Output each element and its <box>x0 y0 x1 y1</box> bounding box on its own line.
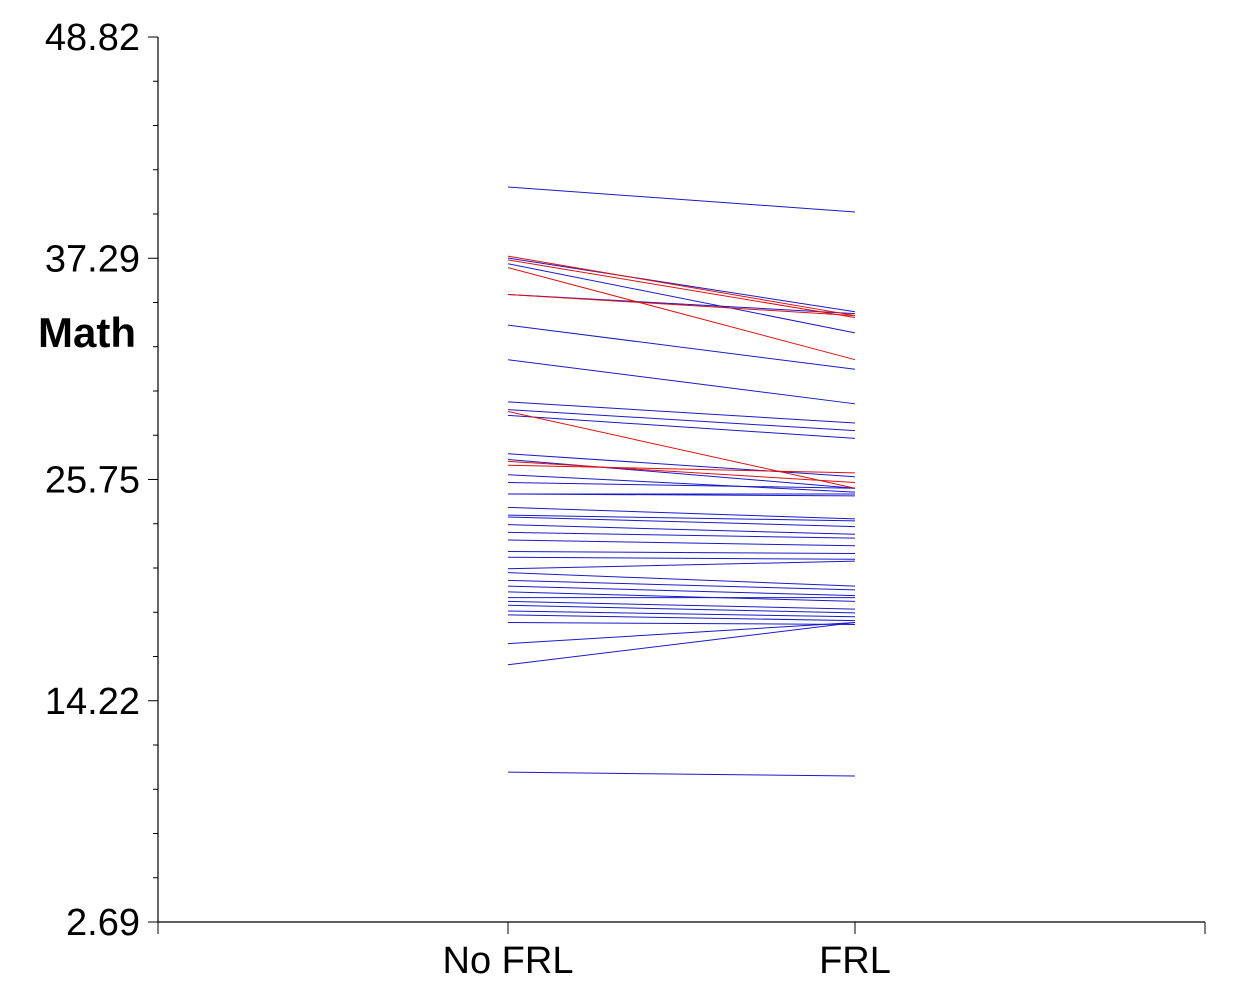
series-line-blue <box>507 622 856 666</box>
series-line-blue <box>507 556 856 560</box>
series-line-blue <box>507 186 856 213</box>
series-line-blue <box>507 585 856 597</box>
series-line-blue <box>507 516 856 528</box>
series-line-blue <box>507 453 856 478</box>
series-line-blue <box>507 579 856 591</box>
series-line-red <box>507 411 856 489</box>
series-line-blue <box>507 604 856 614</box>
series-line-blue <box>507 401 856 424</box>
series-line-blue <box>507 600 856 610</box>
y-tick-label: 37.29 <box>45 238 140 280</box>
series-line-blue <box>507 257 856 313</box>
series-line-blue <box>507 481 856 489</box>
x-tick-label: No FRL <box>443 940 574 982</box>
series-line-blue <box>507 610 856 618</box>
series-line-blue <box>507 551 856 554</box>
y-tick-label: 2.69 <box>66 902 140 944</box>
y-axis-label: Math <box>38 309 136 356</box>
x-axis: No FRL FRL <box>157 921 1206 982</box>
y-axis: 48.82 37.29 25.75 14.22 2.69 <box>45 17 159 944</box>
series-line-blue <box>507 591 856 602</box>
series-line-blue <box>507 359 856 405</box>
series-line-blue <box>507 524 856 535</box>
series-line-blue <box>507 263 856 334</box>
series-line-blue <box>507 560 856 570</box>
series-line-red <box>507 460 856 483</box>
y-tick-label: 14.22 <box>45 681 140 723</box>
series-line-blue <box>507 514 856 522</box>
series-line-blue <box>507 539 856 547</box>
x-tick-label: FRL <box>819 940 891 982</box>
series-line-blue <box>507 324 856 370</box>
series-line-blue <box>507 458 856 489</box>
series-line-blue <box>507 622 856 645</box>
series-line-blue <box>507 409 856 432</box>
series-line-red <box>507 259 856 318</box>
series-line-blue <box>507 474 856 493</box>
series-line-blue <box>507 506 856 520</box>
series-line-blue <box>507 622 856 625</box>
series-lines <box>507 186 856 777</box>
series-line-red <box>507 464 856 474</box>
series-line-blue <box>507 614 856 622</box>
series-line-red <box>507 255 856 317</box>
series-line-blue <box>507 414 856 439</box>
series-line-red <box>507 293 856 317</box>
y-tick-label: 25.75 <box>45 460 140 502</box>
series-line-blue <box>507 531 856 539</box>
series-line-red <box>507 267 856 361</box>
series-line-blue <box>507 572 856 587</box>
y-tick-label: 48.82 <box>45 17 140 59</box>
series-line-blue <box>507 771 856 777</box>
